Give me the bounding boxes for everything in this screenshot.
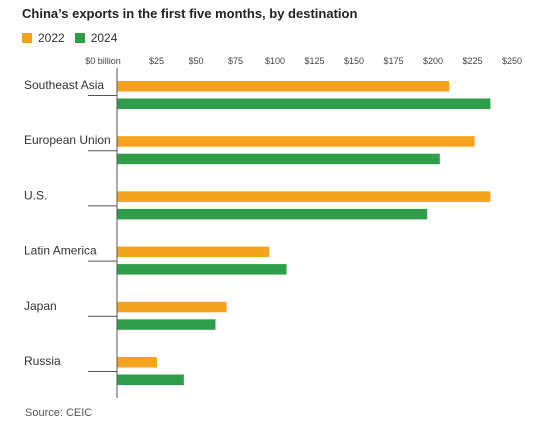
bar-2022-southeast-asia bbox=[117, 81, 450, 92]
category-label: Russia bbox=[24, 354, 61, 368]
bar-2022-u-s- bbox=[117, 191, 491, 202]
bar-2024-japan bbox=[117, 319, 216, 330]
bar-2024-russia bbox=[117, 374, 184, 385]
bar-2022-japan bbox=[117, 301, 227, 313]
bar-2024-southeast-asia bbox=[117, 98, 491, 109]
bar-2022-european-union bbox=[117, 136, 475, 147]
x-tick-label: $25 bbox=[149, 56, 164, 66]
legend-swatch-2024 bbox=[74, 33, 85, 43]
legend-item-2024: 2024 bbox=[74, 31, 118, 45]
x-tick-label: $200 bbox=[423, 56, 443, 66]
legend-swatch-2022 bbox=[22, 33, 32, 43]
bar-2024-u-s- bbox=[117, 208, 428, 220]
bar-2024-european-union bbox=[117, 153, 440, 165]
bar-2022-latin-america bbox=[117, 246, 270, 258]
bar-2022-russia bbox=[117, 357, 157, 368]
category-label: European Union bbox=[24, 133, 111, 147]
source-note: Source: CEIC bbox=[25, 407, 93, 419]
legend-label-2022: 2022 bbox=[38, 31, 65, 45]
category-label: Japan bbox=[24, 299, 57, 313]
category-label: Latin America bbox=[24, 244, 97, 258]
chart-title: China’s exports in the first five months… bbox=[22, 6, 358, 21]
x-tick-label: $150 bbox=[344, 56, 364, 66]
x-tick-label: $225 bbox=[462, 56, 482, 66]
x-tick-label: $75 bbox=[228, 56, 243, 66]
category-label: Southeast Asia bbox=[24, 78, 104, 92]
legend-item-2022: 2022 bbox=[22, 31, 65, 45]
x-tick-label: $50 bbox=[188, 56, 203, 66]
x-tick-label: $250 bbox=[502, 56, 522, 66]
x-tick-label: $125 bbox=[304, 56, 324, 66]
legend: 2022 2024 bbox=[22, 31, 127, 45]
category-label: U.S. bbox=[24, 188, 47, 202]
x-tick-label: $175 bbox=[383, 56, 403, 66]
x-tick-label: $100 bbox=[265, 56, 285, 66]
legend-label-2024: 2024 bbox=[90, 31, 118, 45]
x-tick-label: $0 billion bbox=[85, 56, 121, 66]
bar-2024-latin-america bbox=[117, 264, 287, 275]
